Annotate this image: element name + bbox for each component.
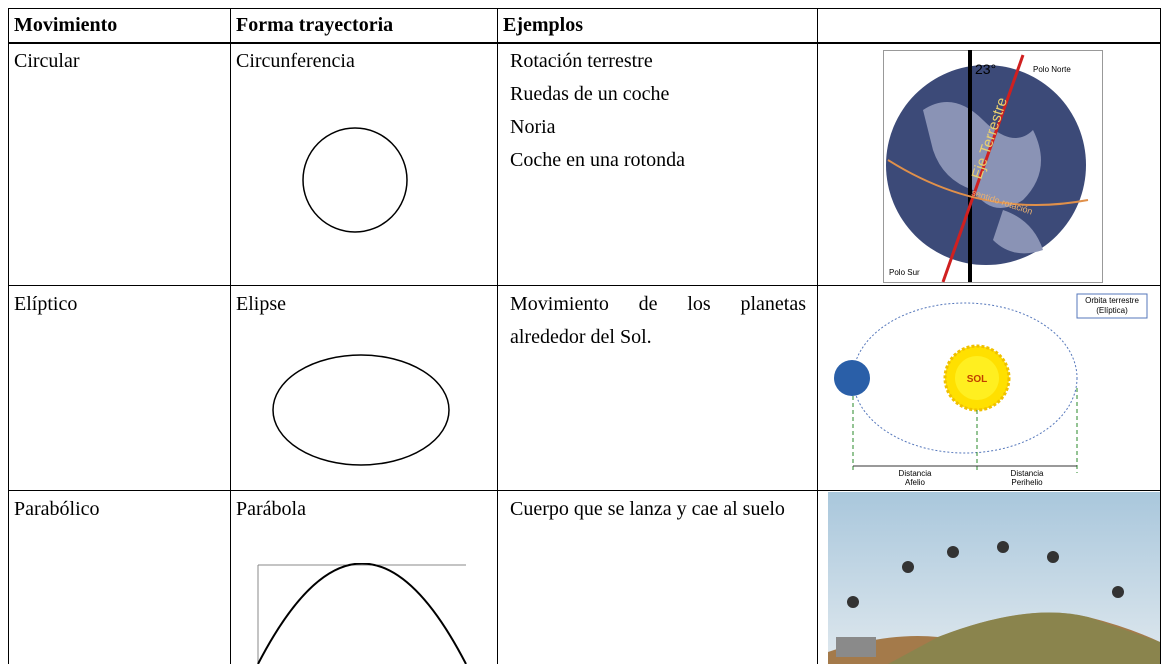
rule — [1160, 8, 1161, 664]
movement: Elíptico — [14, 293, 78, 315]
example: Movimiento de los planetas alrededor del… — [510, 293, 806, 348]
image-label: SOL — [967, 374, 988, 385]
image-label: Perihelio — [1011, 478, 1043, 487]
orbit-illustration: Orbita terrestre (Elíptica) SOL Distanci… — [834, 293, 1148, 487]
header-cell: Ejemplos — [503, 14, 583, 36]
image-label: (Elíptica) — [1096, 306, 1128, 315]
rule — [230, 8, 231, 664]
rule — [8, 8, 9, 664]
rule — [8, 490, 1161, 491]
shape: Parábola — [236, 498, 306, 520]
header-cell: Forma trayectoria — [236, 14, 394, 36]
header-cell: Movimiento — [14, 14, 118, 36]
rule — [8, 285, 1161, 286]
movement: Parabólico — [14, 498, 100, 520]
example: Rotación terrestre — [510, 50, 653, 72]
example: Coche en una rotonda — [510, 149, 685, 171]
image-label: 23° — [975, 61, 996, 77]
rule — [497, 8, 498, 664]
shape: Circunferencia — [236, 50, 355, 72]
earth-illustration: 23° Polo Norte Eje Terrestre sentido rot… — [883, 50, 1103, 283]
example: Ruedas de un coche — [510, 83, 670, 105]
example: Noria — [510, 116, 556, 138]
image-label: Distancia — [1011, 469, 1044, 478]
example: Cuerpo que se lanza y cae al suelo — [510, 498, 785, 520]
motocross-photo — [828, 492, 1160, 664]
image-label: Distancia — [899, 469, 932, 478]
parabola-shape — [257, 563, 467, 664]
image-label: Afelio — [905, 478, 926, 487]
shape: Elipse — [236, 293, 286, 315]
rule — [817, 8, 818, 664]
rule — [8, 8, 1161, 9]
image-label: Polo Norte — [1033, 65, 1071, 74]
ellipse-shape — [272, 354, 450, 466]
circle-shape — [302, 127, 408, 233]
image-label: Orbita terrestre — [1085, 296, 1139, 305]
rule — [8, 42, 1161, 44]
movement: Circular — [14, 50, 80, 72]
image-label: Polo Sur — [889, 268, 920, 277]
